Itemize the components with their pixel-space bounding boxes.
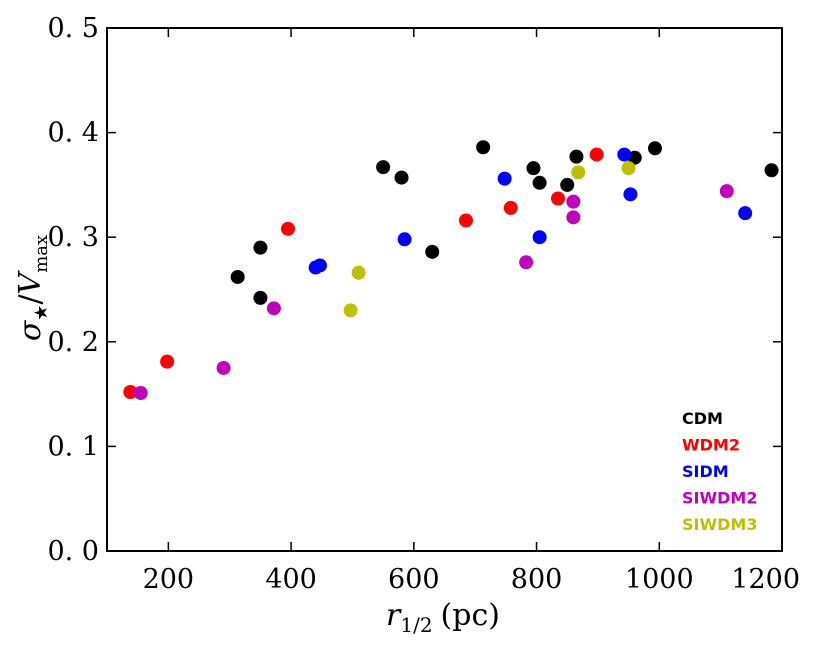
y-axis-ticks: 0. 0 0. 1 0. 2 0. 3 0. 4 0. 5 xyxy=(47,13,782,567)
point-cdm xyxy=(526,161,541,176)
point-siwdm2 xyxy=(519,255,534,270)
x-tick-label: 600 xyxy=(388,564,440,595)
point-cdm xyxy=(476,140,491,155)
legend-entry-wdm2: WDM2 xyxy=(682,436,740,455)
x-tick-label: 800 xyxy=(511,564,563,595)
point-cdm xyxy=(647,141,662,156)
y-tick-label: 0. 3 xyxy=(47,222,99,253)
point-sidm xyxy=(617,147,632,162)
point-wdm2 xyxy=(551,191,566,206)
x-tick-label: 200 xyxy=(143,564,195,595)
legend-entry-siwdm3: SIWDM3 xyxy=(682,515,757,534)
point-siwdm3 xyxy=(621,161,636,176)
point-wdm2 xyxy=(160,354,175,369)
point-sidm xyxy=(738,206,753,221)
point-cdm xyxy=(532,175,547,190)
point-siwdm3 xyxy=(343,303,358,318)
point-cdm xyxy=(394,170,409,185)
legend-entry-sidm: SIDM xyxy=(682,462,729,481)
y-tick-label: 0. 4 xyxy=(47,118,99,149)
point-sidm xyxy=(497,171,512,186)
point-cdm xyxy=(764,163,779,178)
point-sidm xyxy=(397,232,412,247)
y-tick-label: 0. 1 xyxy=(47,431,99,462)
point-wdm2 xyxy=(281,221,296,236)
x-axis-ticks: 200 400 600 800 1000 1200 xyxy=(143,28,800,595)
point-cdm xyxy=(230,269,245,284)
point-cdm xyxy=(425,244,440,259)
x-tick-label: 1200 xyxy=(731,564,800,595)
point-wdm2 xyxy=(589,147,604,162)
point-wdm2 xyxy=(458,213,473,228)
point-siwdm2 xyxy=(133,386,148,401)
legend-entry-siwdm2: SIWDM2 xyxy=(682,489,757,508)
point-cdm xyxy=(560,177,575,192)
y-tick-label: 0. 5 xyxy=(47,13,99,44)
x-axis-title: r1/2 (pc) xyxy=(386,598,500,637)
x-tick-label: 1000 xyxy=(625,564,694,595)
point-siwdm3 xyxy=(571,165,586,180)
y-axis-title: σ★/Vmax xyxy=(13,235,52,341)
y-tick-label: 0. 0 xyxy=(47,536,99,567)
point-siwdm3 xyxy=(351,265,366,280)
point-sidm xyxy=(623,187,638,202)
y-tick-label: 0. 2 xyxy=(47,327,99,358)
point-siwdm2 xyxy=(566,194,581,209)
plot-frame xyxy=(106,27,783,552)
data-points xyxy=(123,140,779,401)
point-siwdm2 xyxy=(566,210,581,225)
point-cdm xyxy=(253,290,268,305)
point-siwdm2 xyxy=(216,360,231,375)
point-cdm xyxy=(253,240,268,255)
point-sidm xyxy=(312,258,327,273)
point-siwdm2 xyxy=(719,184,734,199)
x-tick-label: 400 xyxy=(265,564,317,595)
point-sidm xyxy=(532,230,547,245)
point-wdm2 xyxy=(503,200,518,215)
legend-entry-cdm: CDM xyxy=(682,409,723,428)
point-cdm xyxy=(569,149,584,164)
legend: CDM WDM2 SIDM SIWDM2 SIWDM3 xyxy=(682,409,757,534)
point-siwdm2 xyxy=(266,301,281,316)
point-wdm2 xyxy=(123,385,138,400)
point-cdm xyxy=(376,160,391,175)
